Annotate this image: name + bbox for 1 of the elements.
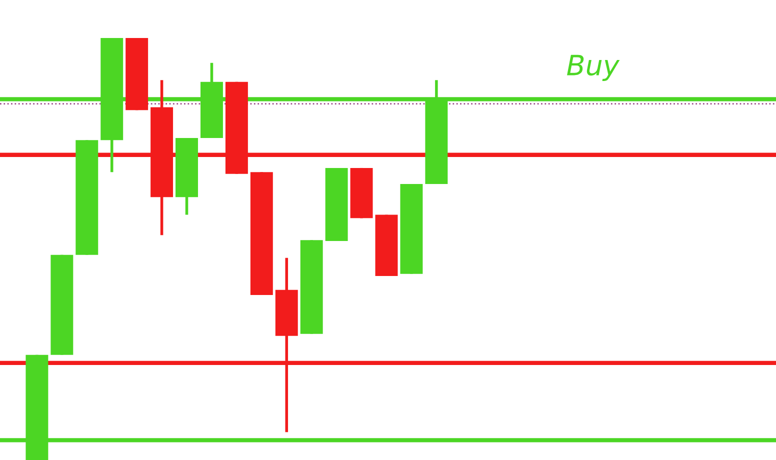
- text: Buy: [567, 54, 620, 81]
